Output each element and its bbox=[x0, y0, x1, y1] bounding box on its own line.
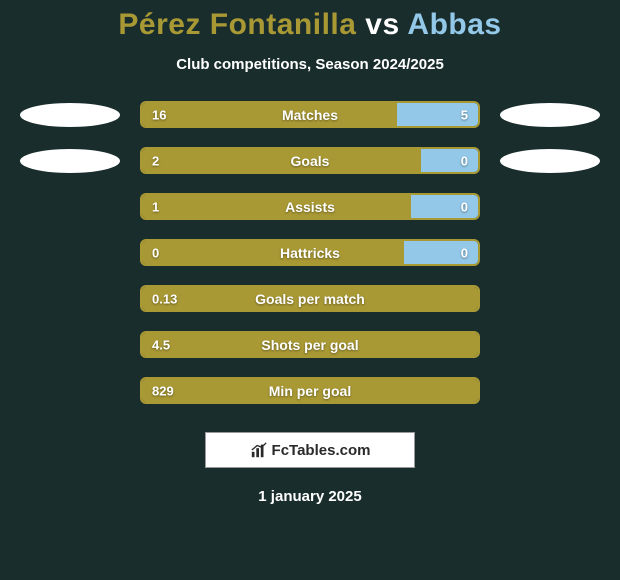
stat-row: Matches165 bbox=[0, 101, 620, 128]
stat-row: Min per goal829 bbox=[0, 377, 620, 404]
stat-bar: Goals per match0.13 bbox=[140, 285, 480, 312]
subtitle: Club competitions, Season 2024/2025 bbox=[176, 56, 444, 73]
player1-badge bbox=[20, 379, 120, 403]
stat-row: Assists10 bbox=[0, 193, 620, 220]
stat-bar: Goals20 bbox=[140, 147, 480, 174]
stat-row: Hattricks00 bbox=[0, 239, 620, 266]
stat-rows: Matches165 Goals20 Assists10 Hattricks00 Goa… bbox=[0, 101, 620, 404]
date-label: 1 january 2025 bbox=[258, 488, 361, 505]
stat-bar-right bbox=[397, 103, 478, 126]
player1-badge bbox=[20, 287, 120, 311]
player2-badge bbox=[500, 287, 600, 311]
stat-bar: Hattricks00 bbox=[140, 239, 480, 266]
player2-badge bbox=[500, 241, 600, 265]
content-wrapper: Pérez Fontanilla vs Abbas Club competiti… bbox=[0, 0, 620, 580]
stat-bar: Assists10 bbox=[140, 193, 480, 220]
stat-bar: Min per goal829 bbox=[140, 377, 480, 404]
stat-bar-right bbox=[404, 241, 478, 264]
player2-badge bbox=[500, 379, 600, 403]
page-title: Pérez Fontanilla vs Abbas bbox=[118, 8, 501, 42]
stat-bar-right bbox=[421, 149, 478, 172]
player2-badge bbox=[500, 149, 600, 173]
footer-brand-badge[interactable]: FcTables.com bbox=[205, 432, 415, 468]
stat-row: Shots per goal4.5 bbox=[0, 331, 620, 358]
stat-row: Goals20 bbox=[0, 147, 620, 174]
title-player1: Pérez Fontanilla bbox=[118, 8, 356, 41]
stat-bar-left bbox=[142, 379, 478, 402]
stat-bar-right bbox=[411, 195, 478, 218]
player1-badge bbox=[20, 149, 120, 173]
stat-bar-left bbox=[142, 195, 411, 218]
player1-badge bbox=[20, 241, 120, 265]
stat-bar-left bbox=[142, 103, 397, 126]
chart-icon bbox=[250, 441, 268, 459]
stat-row: Goals per match0.13 bbox=[0, 285, 620, 312]
player2-badge bbox=[500, 103, 600, 127]
player1-badge bbox=[20, 333, 120, 357]
title-player2: Abbas bbox=[407, 8, 501, 41]
footer-brand-text: FcTables.com bbox=[272, 442, 371, 459]
stat-bar: Matches165 bbox=[140, 101, 480, 128]
stat-bar-left bbox=[142, 287, 478, 310]
stat-bar-left bbox=[142, 241, 404, 264]
stat-bar: Shots per goal4.5 bbox=[140, 331, 480, 358]
player1-badge bbox=[20, 195, 120, 219]
player2-badge bbox=[500, 195, 600, 219]
player2-badge bbox=[500, 333, 600, 357]
stat-bar-left bbox=[142, 333, 478, 356]
title-vs: vs bbox=[365, 8, 399, 41]
player1-badge bbox=[20, 103, 120, 127]
stat-bar-left bbox=[142, 149, 421, 172]
